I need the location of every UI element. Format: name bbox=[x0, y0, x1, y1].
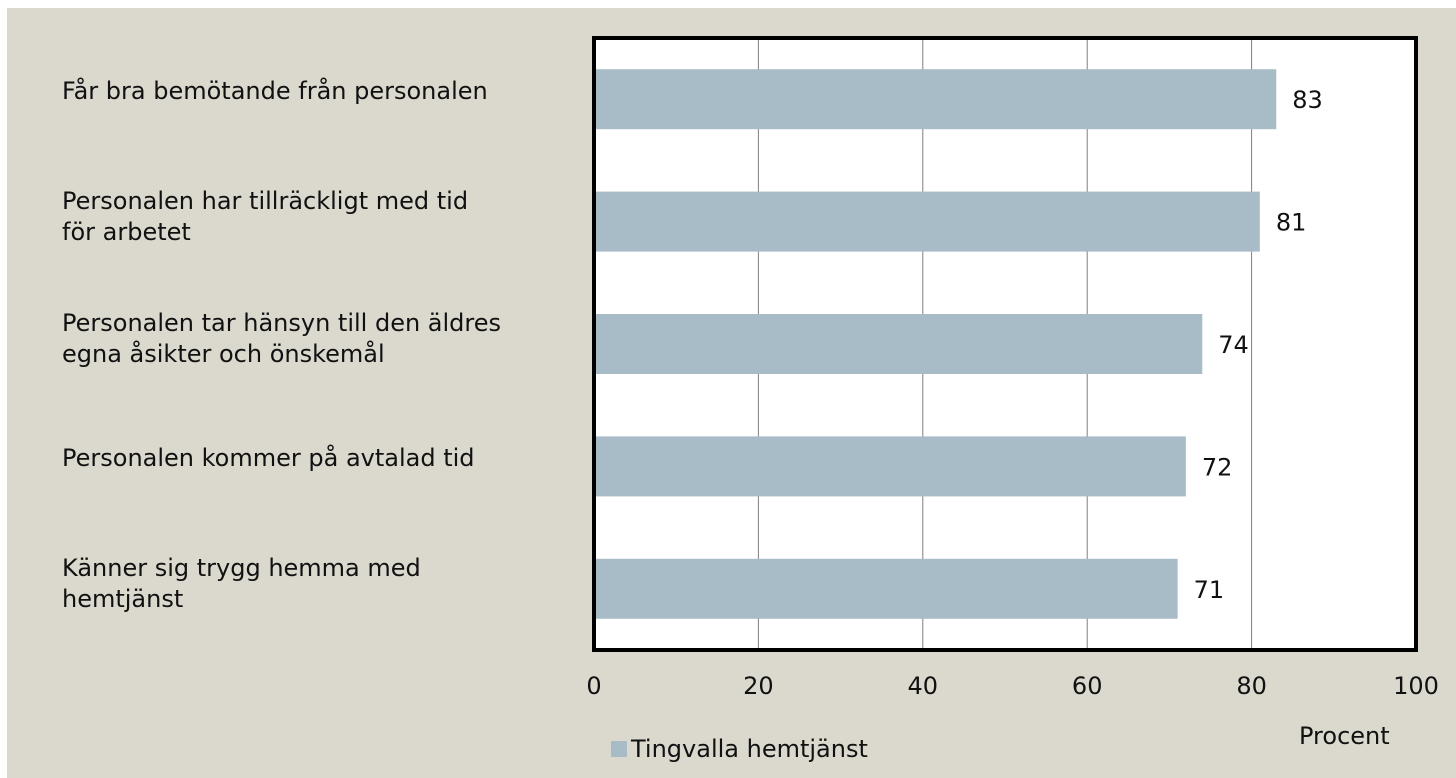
x-tick-label-60: 60 bbox=[1072, 672, 1103, 700]
category-label-line: Får bra bemötande från personalen bbox=[62, 76, 488, 105]
legend-swatch bbox=[611, 741, 627, 757]
x-tick-label-40: 40 bbox=[908, 672, 939, 700]
x-tick-label-0: 0 bbox=[586, 672, 601, 700]
x-tick-label-20: 20 bbox=[743, 672, 774, 700]
category-label-line: Känner sig trygg hemma med bbox=[62, 553, 421, 582]
x-axis-label: Procent bbox=[1299, 722, 1390, 750]
category-label-line: Personalen tar hänsyn till den äldres bbox=[62, 309, 502, 337]
category-label-line: Personalen har tillräckligt med tid bbox=[62, 186, 469, 215]
data-label-4: 71 bbox=[1194, 576, 1225, 604]
category-label-4: Känner sig trygg hemma med hemtjänst bbox=[62, 553, 562, 615]
category-label-line: egna åsikter och önskemål bbox=[62, 340, 385, 368]
x-tick-label-100: 100 bbox=[1393, 672, 1439, 700]
bar-chart: 83 81 74 72 71 0 20 40 60 80 100 bbox=[586, 36, 1439, 700]
category-label-line: hemtjänst bbox=[62, 584, 184, 613]
x-tick-label-80: 80 bbox=[1236, 672, 1267, 700]
data-label-0: 83 bbox=[1292, 86, 1323, 114]
bar-4 bbox=[594, 558, 1178, 619]
legend-label: Tingvalla hemtjänst bbox=[631, 735, 868, 763]
data-label-2: 74 bbox=[1218, 331, 1249, 359]
plot-border bbox=[592, 36, 1418, 652]
data-label-1: 81 bbox=[1276, 209, 1307, 237]
category-label-3: Personalen kommer på avtalad tid bbox=[62, 443, 562, 474]
legend: Tingvalla hemtjänst bbox=[611, 735, 868, 763]
category-label-line: Personalen kommer på avtalad tid bbox=[62, 443, 475, 472]
category-label-0: Får bra bemötande från personalen bbox=[62, 76, 562, 107]
category-label-line: för arbetet bbox=[62, 217, 191, 246]
chart-frame: 83 81 74 72 71 0 20 40 60 80 100 Får bra bemötande… bbox=[7, 8, 1456, 778]
bar-3 bbox=[594, 436, 1186, 497]
bar-2 bbox=[594, 314, 1203, 374]
bar-1 bbox=[594, 191, 1260, 252]
category-label-1: Personalen har tillräckligt med tid för a… bbox=[62, 186, 562, 248]
bar-0 bbox=[594, 69, 1277, 130]
data-label-3: 72 bbox=[1202, 453, 1233, 481]
category-label-2: Personalen tar hänsyn till den äldres egn… bbox=[62, 308, 562, 370]
